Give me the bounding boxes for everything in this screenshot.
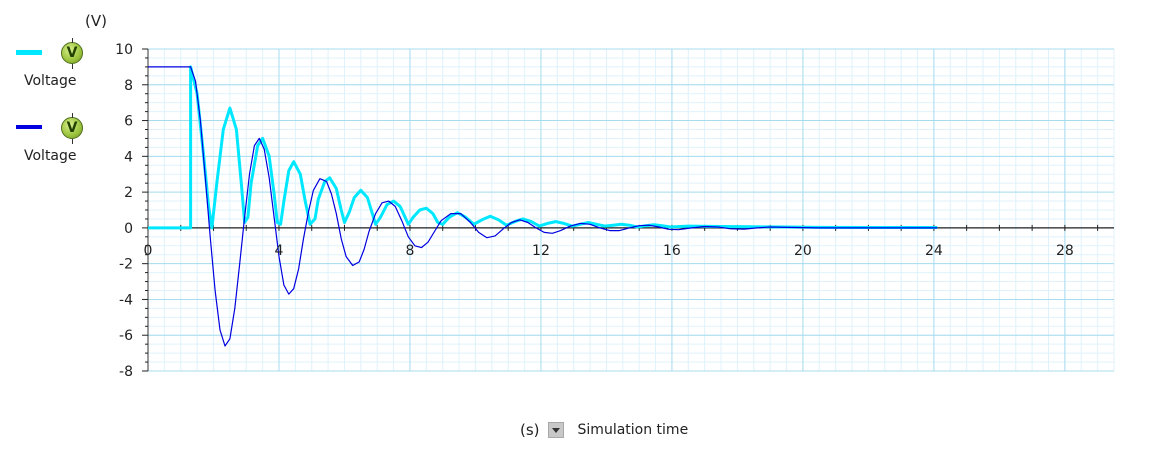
y-tick-label: 10	[115, 42, 133, 58]
y-tick-label: -4	[119, 292, 133, 308]
x-axis-controls: (s) Simulation time	[520, 419, 688, 441]
legend-item-cyan[interactable]: V Voltage	[0, 38, 110, 100]
x-tick-label: 4	[275, 243, 284, 259]
unit-dropdown-button[interactable]	[547, 422, 564, 438]
series-line-cyan	[148, 65, 938, 230]
x-tick-label: 12	[532, 243, 550, 259]
legend-label: Voltage	[24, 73, 77, 89]
legend: V Voltage V Voltage	[0, 0, 110, 200]
grid	[147, 48, 1115, 372]
y-tick-label: -8	[119, 364, 133, 380]
x-tick-label: 16	[663, 243, 681, 259]
legend-item-blue[interactable]: V Voltage	[0, 113, 110, 175]
y-tick-label: 2	[124, 185, 133, 201]
legend-swatch-blue	[16, 125, 42, 129]
series-layer	[148, 65, 938, 347]
x-tick-label: 0	[144, 243, 153, 259]
y-tick-label: 0	[124, 221, 133, 237]
y-tick-label: 8	[124, 78, 133, 94]
series-line-blue	[148, 66, 938, 347]
y-tick-label: 6	[124, 114, 133, 130]
x-tick-label: 24	[925, 243, 943, 259]
x-axis-unit-label: (s)	[520, 421, 540, 439]
y-tick-label: -6	[119, 328, 133, 344]
legend-swatch-cyan	[16, 50, 42, 55]
y-tick-label: -2	[119, 257, 133, 273]
x-tick-label: 28	[1056, 243, 1074, 259]
voltmeter-icon[interactable]: V	[61, 113, 83, 144]
voltmeter-icon[interactable]: V	[61, 38, 83, 69]
x-tick-label: 20	[794, 243, 812, 259]
legend-label: Voltage	[24, 148, 77, 164]
x-tick-label: 8	[406, 243, 415, 259]
x-axis-title: Simulation time	[577, 422, 689, 438]
y-axis-unit-label: (V)	[85, 12, 107, 30]
y-tick-label: 4	[124, 149, 133, 165]
